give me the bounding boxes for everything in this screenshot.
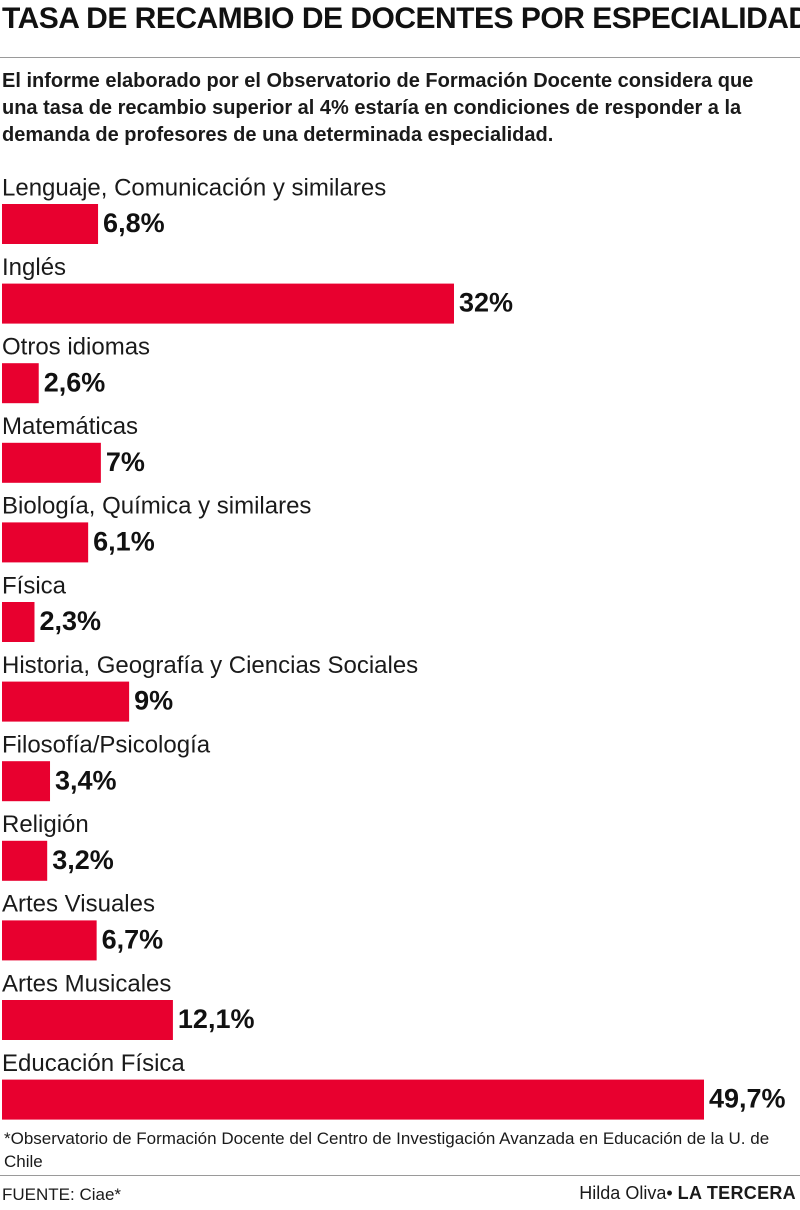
page-title: TASA DE RECAMBIO DE DOCENTES POR ESPECIA…: [2, 2, 800, 35]
category-label-ingles: Inglés: [2, 254, 66, 281]
bar-chart: Lenguaje, Comunicación y similares 6,8% In…: [2, 174, 786, 1120]
footnote: *Observatorio de Formación Docente del C…: [4, 1129, 770, 1171]
publication-brand: LA TERCERA: [677, 1183, 796, 1203]
category-label-filosofia-psicologia: Filosofía/Psicología: [2, 732, 211, 759]
value-label-matematicas: 7%: [106, 447, 145, 477]
bar-lenguaje-comunicacion-y-similares: [2, 204, 99, 244]
bar-artes-musicales: [2, 1000, 173, 1040]
category-label-lenguaje-comunicacion-y-similares: Lenguaje, Comunicación y similares: [2, 174, 386, 201]
bar-educacion-fisica: [2, 1079, 704, 1120]
value-label-historia-geografia-y-ciencias-sociales: 9%: [134, 686, 173, 716]
bar-religion: [2, 840, 48, 881]
category-label-artes-visuales: Artes Visuales: [2, 891, 155, 918]
bottom-divider: [0, 1175, 800, 1176]
category-label-fisica: Física: [2, 572, 67, 599]
value-label-religion: 3,2%: [52, 845, 114, 875]
category-label-artes-musicales: Artes Musicales: [2, 970, 171, 997]
value-label-filosofia-psicologia: 3,4%: [55, 765, 117, 795]
category-label-biologia-quimica-y-similares: Biología, Química y similares: [2, 493, 311, 520]
credit-line: Hilda Oliva• LA TERCERA: [579, 1183, 796, 1204]
bar-biologia-quimica-y-similares: [2, 522, 89, 563]
intro-text: El informe elaborado por el Observatorio…: [2, 70, 754, 146]
bar-historia-geografia-y-ciencias-sociales: [2, 681, 130, 722]
value-label-ingles: 32%: [459, 288, 513, 318]
source-label: FUENTE: Ciae*: [2, 1185, 122, 1204]
value-label-educacion-fisica: 49,7%: [709, 1084, 786, 1114]
value-label-biologia-quimica-y-similares: 6,1%: [93, 527, 155, 557]
bar-ingles: [2, 283, 454, 324]
category-label-otros-idiomas: Otros idiomas: [2, 334, 150, 361]
category-label-matematicas: Matemáticas: [2, 413, 138, 440]
bar-matematicas: [2, 442, 101, 483]
bar-fisica: [2, 602, 35, 642]
author-name: Hilda Oliva: [579, 1183, 667, 1203]
credit-separator: •: [666, 1183, 673, 1203]
bar-artes-visuales: [2, 920, 97, 961]
category-label-educacion-fisica: Educación Física: [2, 1050, 185, 1077]
value-label-otros-idiomas: 2,6%: [44, 367, 106, 397]
top-divider: [0, 57, 800, 58]
value-label-artes-visuales: 6,7%: [102, 925, 164, 955]
category-label-religion: Religión: [2, 811, 89, 838]
bar-filosofia-psicologia: [2, 761, 51, 802]
category-label-historia-geografia-y-ciencias-sociales: Historia, Geografía y Ciencias Sociales: [2, 652, 418, 679]
value-label-fisica: 2,3%: [39, 606, 101, 636]
value-label-lenguaje-comunicacion-y-similares: 6,8%: [103, 208, 165, 238]
value-label-artes-musicales: 12,1%: [178, 1004, 255, 1034]
bar-otros-idiomas: [2, 363, 39, 404]
